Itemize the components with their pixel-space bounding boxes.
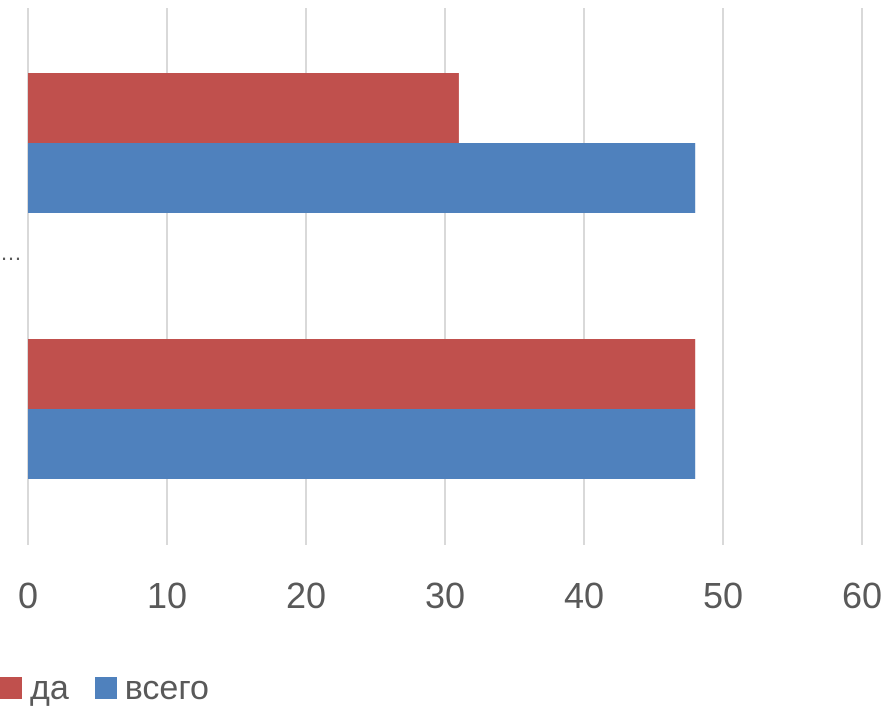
bar-da-category-1 (28, 73, 459, 143)
bar-vsego-category-0 (28, 409, 696, 479)
bars (28, 73, 696, 479)
legend-item-vsego: всего (94, 668, 209, 708)
legend-label-da: да (30, 668, 69, 707)
bar-chart: 0 10 20 30 40 50 60 … (0, 8, 882, 616)
x-tick-label: 60 (842, 575, 882, 616)
x-tick-label: 10 (147, 575, 187, 616)
legend-item-da: да (0, 669, 69, 708)
x-tick-label: 50 (703, 575, 743, 616)
x-tick-label: 0 (18, 575, 38, 616)
category-labels: … (0, 240, 22, 265)
x-tick-label: 40 (564, 575, 604, 616)
legend: да всего (0, 668, 235, 708)
bar-vsego-category-1 (28, 143, 696, 213)
x-tick-label: 20 (286, 575, 326, 616)
legend-swatch-da (0, 677, 22, 699)
legend-label-vsego: всего (124, 668, 209, 707)
x-tick-label: 30 (425, 575, 465, 616)
bar-da-category-0 (28, 339, 696, 409)
x-axis-ticks: 0 10 20 30 40 50 60 (18, 575, 882, 616)
legend-swatch-vsego (94, 677, 117, 699)
category-label: … (0, 240, 22, 265)
